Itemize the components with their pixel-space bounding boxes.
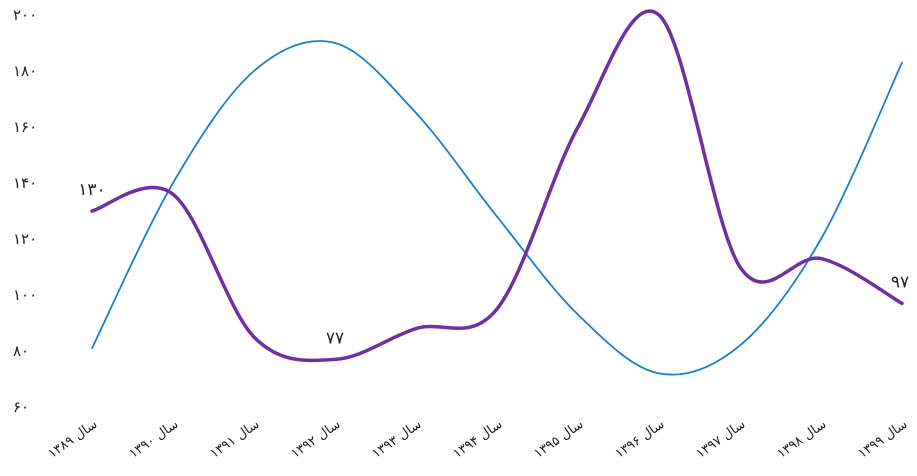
- y-axis: ۶۰ ۸۰ ۱۰۰ ۱۲۰ ۱۴۰ ۱۶۰ ۱۸۰ ۲۰۰: [13, 6, 37, 416]
- x-tick-label: سال ۱۳۹۹: [856, 417, 911, 462]
- data-label: ۷۷: [326, 328, 344, 348]
- series-line-2: [90, 9, 904, 363]
- y-tick-label: ۱۴۰: [13, 174, 37, 192]
- x-tick-label: سال ۱۳۹۰: [127, 417, 182, 462]
- series-line-1: [91, 40, 903, 376]
- y-tick-label: ۱۰۰: [13, 286, 37, 304]
- x-tick-label: سال ۱۳۹۴: [451, 417, 506, 462]
- series-layer: [90, 9, 904, 376]
- x-tick-label: سال ۱۳۹۷: [694, 417, 749, 462]
- x-axis: سال ۱۳۸۹ سال ۱۳۹۰ سال ۱۳۹۱ سال ۱۳۹۲ سال ۱۳۹۳…: [46, 417, 911, 462]
- x-tick-label: سال ۱۳۹۳: [370, 417, 425, 462]
- y-tick-label: ۱۶۰: [13, 118, 37, 136]
- data-label: ۹۷: [891, 272, 909, 292]
- x-tick-label: سال ۱۳۹۱: [208, 417, 263, 462]
- data-label: ۱۳۰: [78, 180, 105, 200]
- x-tick-label: سال ۱۳۸۹: [46, 417, 101, 462]
- data-labels: ۱۳۰ ۷۷ ۹۷: [78, 180, 909, 348]
- x-tick-label: سال ۱۳۹۶: [613, 417, 668, 462]
- y-tick-label: ۱۲۰: [13, 230, 37, 248]
- y-tick-label: ۸۰: [13, 342, 29, 360]
- x-tick-label: سال ۱۳۹۲: [289, 417, 344, 462]
- y-tick-label: ۶۰: [13, 398, 29, 416]
- y-tick-label: ۲۰۰: [13, 6, 37, 24]
- x-tick-label: سال ۱۳۹۵: [532, 417, 587, 462]
- y-tick-label: ۱۸۰: [13, 62, 37, 80]
- x-tick-label: سال ۱۳۹۸: [775, 417, 830, 462]
